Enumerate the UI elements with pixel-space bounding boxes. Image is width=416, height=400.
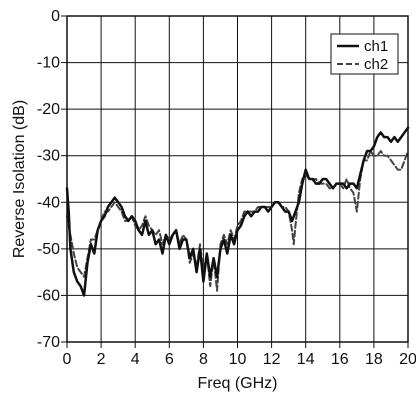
- x-axis-title: Freq (GHz): [198, 375, 278, 392]
- y-tick-label: -10: [37, 55, 60, 72]
- x-tick-label: 20: [399, 351, 416, 368]
- y-tick-label: -30: [37, 148, 60, 165]
- legend-ch1-label: ch1: [364, 38, 388, 55]
- x-tick-label: 2: [97, 351, 106, 368]
- y-tick-label: -20: [37, 101, 60, 118]
- series-layer: [65, 126, 410, 297]
- y-tick-label: -70: [37, 334, 60, 351]
- x-axis-ticks: 0 2 4 6 8 10 12 14 16 18 20: [63, 342, 416, 368]
- y-axis-title: Reverse Isolation (dB): [11, 100, 28, 258]
- x-tick-label: 0: [63, 351, 72, 368]
- legend-ch2-label: ch2: [364, 56, 388, 73]
- x-tick-label: 14: [297, 351, 315, 368]
- y-tick-label: -60: [37, 287, 60, 304]
- series-ch1-line: [65, 126, 410, 297]
- y-axis-ticks: 0 -10 -20 -30 -40 -50 -60 -70: [37, 8, 67, 351]
- x-tick-label: 18: [365, 351, 383, 368]
- x-tick-label: 6: [165, 351, 174, 368]
- y-tick-label: -40: [37, 194, 60, 211]
- x-tick-label: 12: [263, 351, 281, 368]
- legend-box: [330, 33, 399, 75]
- y-tick-label: -50: [37, 241, 60, 258]
- x-tick-label: 16: [331, 351, 349, 368]
- legend: ch1 ch2: [330, 33, 399, 75]
- y-tick-label: 0: [51, 8, 60, 25]
- x-tick-label: 8: [199, 351, 208, 368]
- x-tick-label: 10: [229, 351, 247, 368]
- x-tick-label: 4: [131, 351, 140, 368]
- series-ch2-line: [66, 150, 409, 292]
